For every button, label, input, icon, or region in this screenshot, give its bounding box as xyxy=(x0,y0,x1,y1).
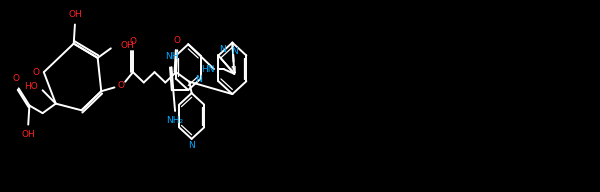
Text: N: N xyxy=(231,47,238,56)
Text: NH: NH xyxy=(165,52,178,61)
Text: O: O xyxy=(32,68,39,77)
Text: N: N xyxy=(230,66,236,75)
Text: O: O xyxy=(118,81,125,90)
Text: OH: OH xyxy=(121,41,134,50)
Text: N: N xyxy=(194,75,202,84)
Text: NH₂: NH₂ xyxy=(167,116,184,125)
Text: HO: HO xyxy=(24,82,38,91)
Text: OH: OH xyxy=(22,130,35,139)
Text: O: O xyxy=(130,37,136,46)
Text: O: O xyxy=(13,74,20,83)
Text: N: N xyxy=(219,45,226,54)
Text: O: O xyxy=(174,36,181,45)
Text: N: N xyxy=(188,141,195,150)
Text: HN: HN xyxy=(201,65,215,74)
Text: OH: OH xyxy=(68,11,82,20)
